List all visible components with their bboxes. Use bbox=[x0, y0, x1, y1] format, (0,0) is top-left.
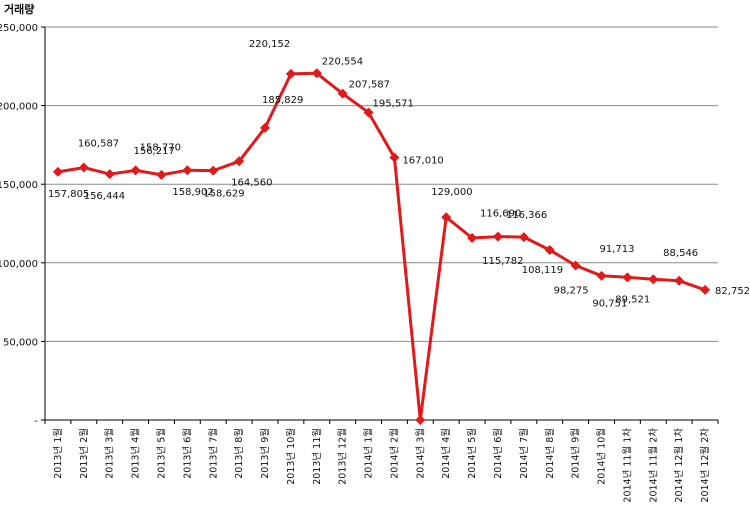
x-tick-label: 2014년 11월 2차 bbox=[647, 428, 659, 503]
data-point bbox=[674, 275, 685, 286]
x-tick-label: 2014년 3월 bbox=[414, 428, 426, 479]
x-tick-label: 2013년 11월 bbox=[311, 428, 323, 485]
x-tick-label: 2013년 12월 bbox=[337, 428, 349, 485]
data-label: 220,152 bbox=[249, 39, 290, 50]
data-label: 158,902 bbox=[172, 187, 213, 198]
x-tick-label: 2013년 3월 bbox=[104, 428, 116, 479]
data-point bbox=[570, 260, 581, 271]
data-label: 220,554 bbox=[322, 56, 363, 67]
data-point bbox=[337, 88, 348, 99]
data-point bbox=[492, 231, 503, 242]
x-tick-label: 2013년 4월 bbox=[130, 428, 142, 479]
data-label: 116,690 bbox=[480, 209, 521, 220]
data-point bbox=[700, 284, 711, 295]
x-tick-label: 2014년 4월 bbox=[440, 428, 452, 479]
data-point bbox=[52, 166, 63, 177]
x-tick-label: 2013년 9월 bbox=[259, 428, 271, 479]
data-label: 207,587 bbox=[349, 80, 390, 91]
data-point bbox=[104, 169, 115, 180]
y-tick-label: 200,000 bbox=[0, 102, 38, 113]
data-label: 88,546 bbox=[663, 248, 698, 259]
x-tick-label: 2014년 6월 bbox=[492, 428, 504, 479]
x-tick-label: 2014년 12월 2차 bbox=[699, 428, 711, 503]
data-label: 185,829 bbox=[262, 95, 303, 106]
y-axis-title: 거래량 bbox=[4, 2, 34, 16]
data-point bbox=[156, 169, 167, 180]
data-point bbox=[130, 165, 141, 176]
y-tick-label: - bbox=[34, 416, 38, 427]
data-label: 158,770 bbox=[140, 142, 181, 153]
x-tick-label: 2014년 5월 bbox=[466, 428, 478, 479]
x-axis-ticks: 2013년 1월 2013년 2월 2013년 3월 2013년 4월 2013년 5월… bbox=[44, 420, 719, 503]
x-tick-label: 2014년 12월 1차 bbox=[673, 428, 685, 503]
data-label: 89,521 bbox=[615, 294, 650, 305]
y-axis-ticks: - 50,000 100,000 150,000 200,000 250,000 bbox=[0, 23, 45, 427]
data-point bbox=[518, 232, 529, 243]
data-point bbox=[544, 245, 555, 256]
y-tick-label: 250,000 bbox=[0, 23, 38, 34]
x-tick-label: 2013년 7월 bbox=[207, 428, 219, 479]
series-line bbox=[57, 71, 706, 422]
x-tick-label: 2013년 2월 bbox=[78, 428, 90, 479]
x-tick-label: 2014년 1월 bbox=[363, 428, 375, 479]
data-label: 167,010 bbox=[402, 155, 443, 166]
y-tick-label: 150,000 bbox=[0, 180, 38, 191]
data-point bbox=[78, 162, 89, 173]
series-path bbox=[57, 71, 706, 422]
data-point bbox=[260, 122, 271, 133]
data-label: 157,805 bbox=[48, 189, 89, 200]
y-tick-label: 50,000 bbox=[3, 337, 38, 348]
data-label: 158,629 bbox=[203, 189, 244, 200]
data-label: 129,000 bbox=[431, 187, 472, 198]
x-tick-label: 2013년 6월 bbox=[181, 428, 193, 479]
grid-lines bbox=[45, 26, 718, 342]
y-tick-label: 100,000 bbox=[0, 259, 38, 270]
data-point bbox=[182, 165, 193, 176]
data-label: 98,275 bbox=[554, 286, 589, 297]
data-label: 160,587 bbox=[78, 139, 119, 150]
data-label: 116,366 bbox=[506, 210, 547, 221]
x-tick-label: 2014년 9월 bbox=[570, 428, 582, 479]
data-point bbox=[648, 274, 659, 285]
data-label: 108,119 bbox=[522, 265, 563, 276]
x-tick-label: 2014년 2월 bbox=[388, 428, 400, 479]
data-label: 195,571 bbox=[373, 99, 414, 110]
x-tick-label: 2014년 10월 bbox=[596, 428, 608, 485]
x-tick-label: 2014년 8월 bbox=[544, 428, 556, 479]
data-point bbox=[208, 165, 219, 176]
data-point bbox=[363, 107, 374, 118]
x-tick-label: 2013년 5월 bbox=[155, 428, 167, 479]
data-point bbox=[234, 156, 245, 167]
data-label: 115,782 bbox=[482, 256, 523, 267]
data-label: 91,713 bbox=[600, 244, 635, 255]
data-points bbox=[52, 68, 711, 425]
x-tick-label: 2013년 10월 bbox=[285, 428, 297, 485]
data-point bbox=[596, 270, 607, 281]
x-tick-label: 2014년 11월 1차 bbox=[621, 428, 633, 503]
x-tick-label: 2013년 8월 bbox=[233, 428, 245, 479]
data-point bbox=[285, 68, 296, 79]
x-tick-label: 2013년 1월 bbox=[52, 428, 64, 479]
data-point bbox=[622, 272, 633, 283]
data-label: 90,751 bbox=[592, 298, 627, 309]
data-point bbox=[389, 152, 400, 163]
data-point bbox=[415, 415, 426, 425]
data-label: 156,217 bbox=[133, 146, 174, 157]
data-label: 82,752 bbox=[715, 286, 750, 297]
x-tick-label: 2014년 7월 bbox=[518, 428, 530, 479]
data-point bbox=[441, 212, 452, 223]
data-point bbox=[467, 232, 478, 243]
data-label: 156,444 bbox=[84, 191, 125, 202]
data-point bbox=[311, 68, 322, 79]
data-label: 164,560 bbox=[231, 177, 272, 188]
